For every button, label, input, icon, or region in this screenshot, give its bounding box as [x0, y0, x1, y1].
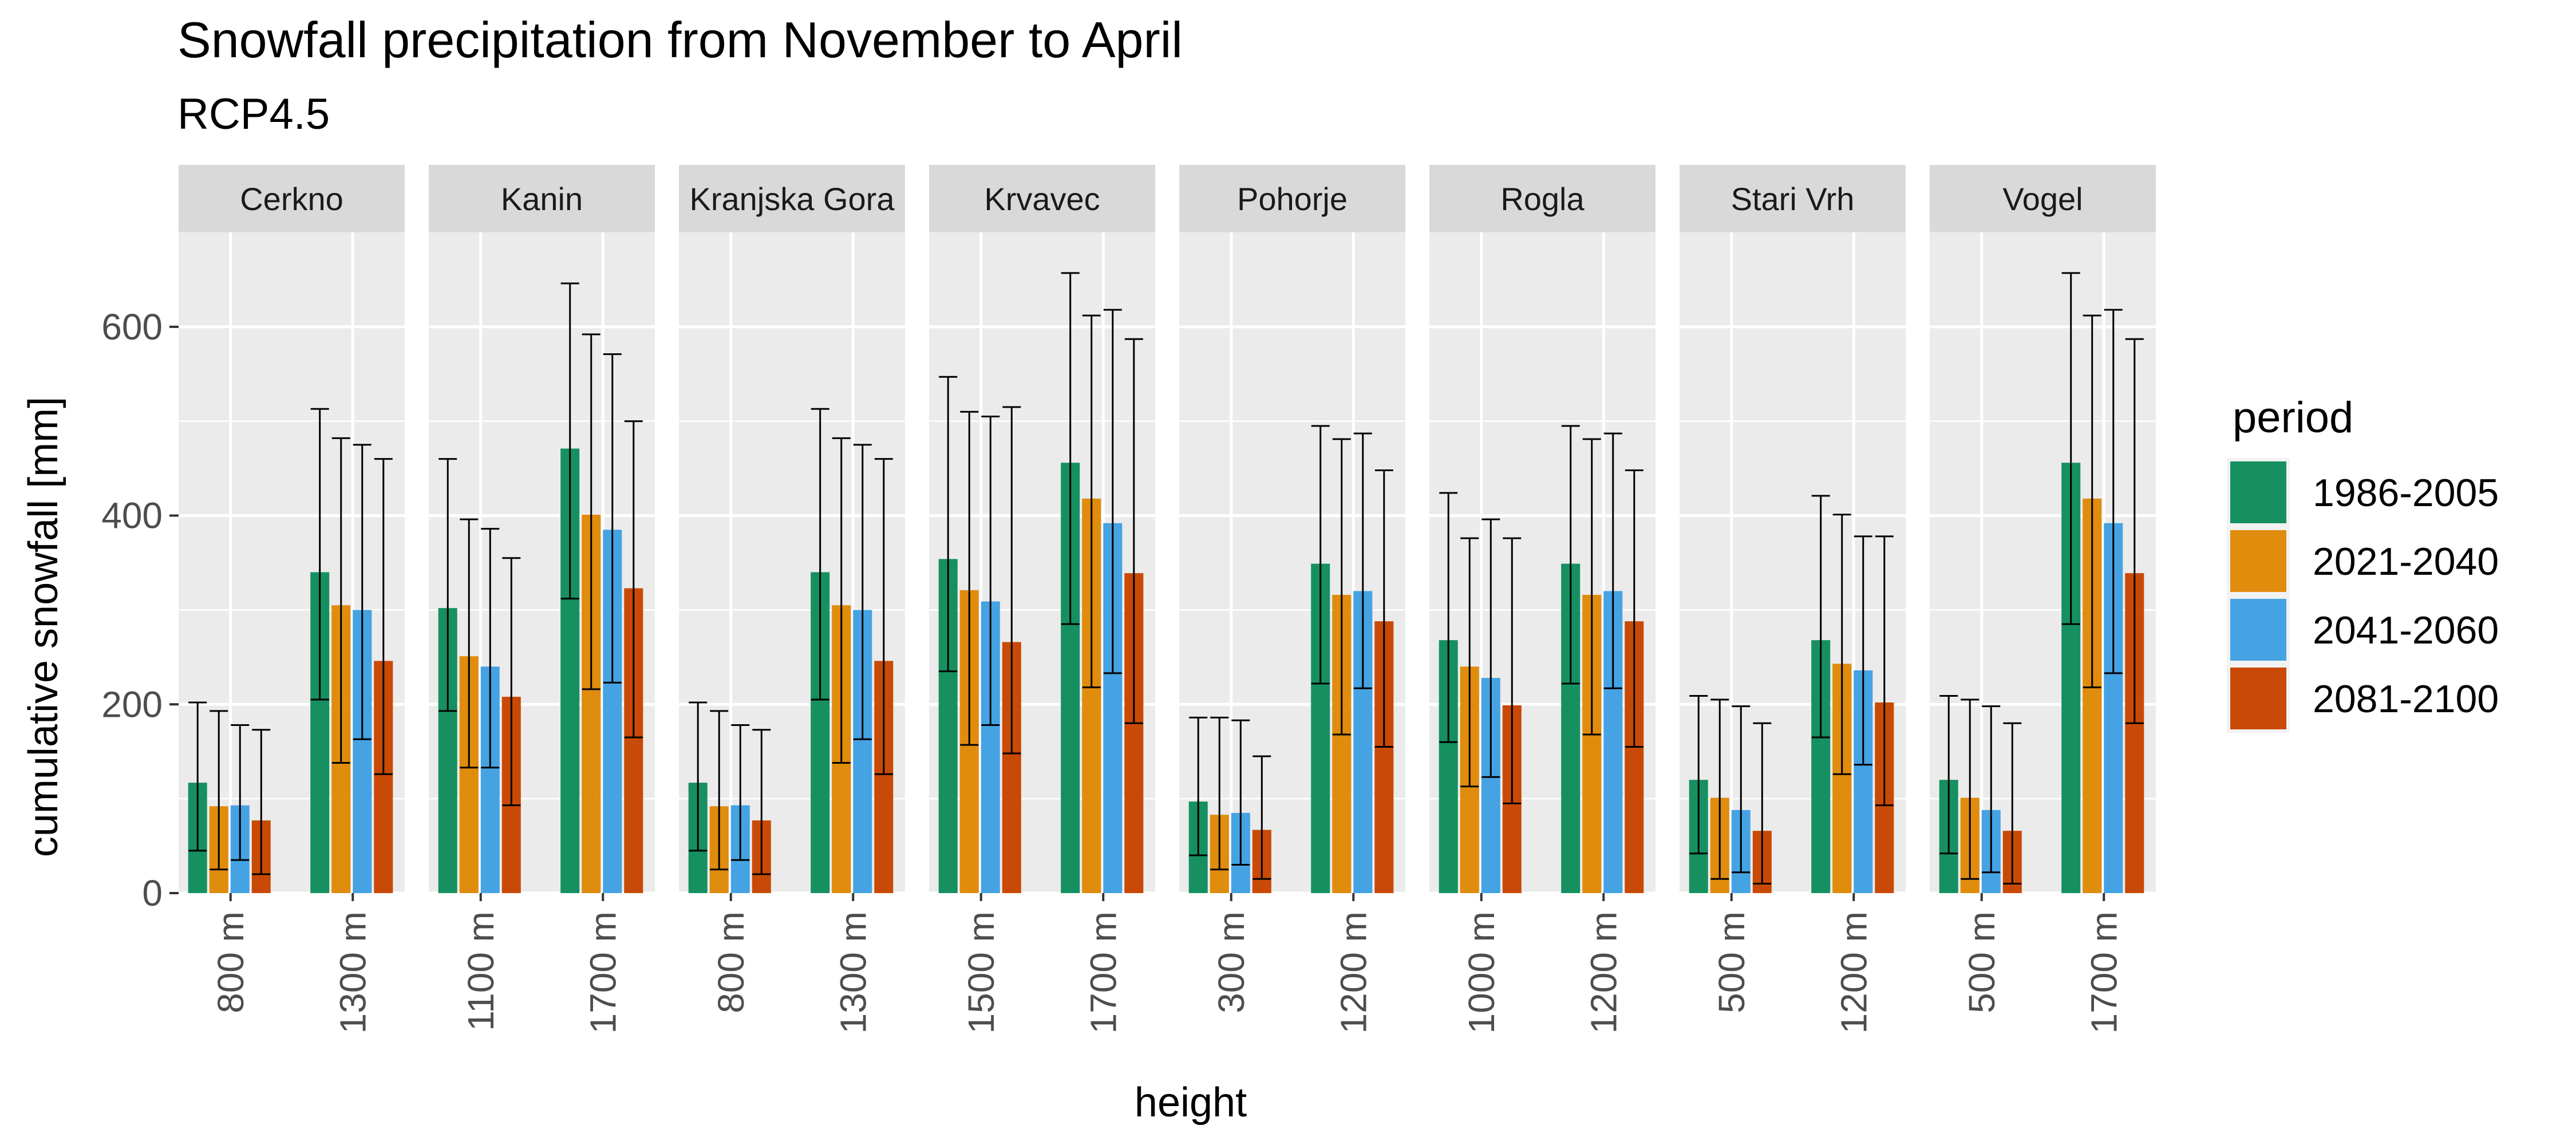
legend-label: 1986-2005 — [2313, 471, 2499, 515]
chart-title: Snowfall precipitation from November to … — [177, 11, 1183, 68]
facet-strip-label: Pohorje — [1237, 181, 1348, 217]
x-tick-label: 1700 m — [2083, 911, 2124, 1033]
legend-entry: 1986-2005 — [2227, 458, 2499, 527]
facet-strip-label: Stari Vrh — [1731, 181, 1855, 217]
x-tick-label: 500 m — [1711, 911, 1752, 1013]
facet-panel-2: Kranjska Gora 800 m 1300 m — [679, 165, 905, 1033]
x-tick-label: 1200 m — [1833, 911, 1874, 1033]
x-tick-label: 1000 m — [1461, 911, 1502, 1033]
facet-panel-7: Vogel 500 m 1700 m — [1930, 165, 2156, 1033]
x-tick-label: 300 m — [1211, 911, 1252, 1013]
x-tick-label: 1200 m — [1333, 911, 1374, 1033]
facet-strip — [929, 165, 1155, 232]
legend-label: 2041-2060 — [2313, 609, 2499, 652]
x-tick-label: 1700 m — [582, 911, 623, 1033]
facet-strip — [1179, 165, 1405, 232]
facet-strip-label: Kanin — [501, 181, 583, 217]
facet-panel-6: Stari Vrh 500 m 1200 m — [1680, 165, 1906, 1033]
facet-strip — [1930, 165, 2156, 232]
legend-key-swatch — [2230, 461, 2286, 523]
y-axis-title: cumulative snowfall [mm] — [21, 397, 66, 857]
facet-panel-5: Rogla 1000 m 1200 m — [1429, 165, 1656, 1033]
y-tick-label: 200 — [101, 684, 163, 725]
facet-strip-label: Cerkno — [240, 181, 343, 217]
facet-strip-label: Kranjska Gora — [690, 181, 895, 217]
facet-strip — [1429, 165, 1656, 232]
facet-strip — [679, 165, 905, 232]
y-tick-label: 0 — [142, 872, 163, 914]
x-axis-title: height — [1135, 1080, 1247, 1126]
legend-label: 2021-2040 — [2313, 540, 2499, 583]
y-axis: 0 200 400 600 — [101, 306, 179, 914]
facet-strip-label: Rogla — [1500, 181, 1585, 217]
x-tick-label: 1500 m — [961, 911, 1002, 1033]
facet-strip — [429, 165, 655, 232]
legend-key-swatch — [2230, 668, 2286, 729]
facet-panel-3: Krvavec 1500 m 1700 m — [929, 165, 1155, 1033]
x-tick-label: 1700 m — [1082, 911, 1124, 1033]
x-tick-label: 800 m — [710, 911, 752, 1013]
x-tick-label: 500 m — [1961, 911, 2002, 1013]
legend-key-swatch — [2230, 530, 2286, 592]
legend: period 1986-2005 2021-2040 2041-2060 2081-2… — [2227, 393, 2499, 733]
facet-panel-4: Pohorje 300 m 1200 m — [1179, 165, 1405, 1033]
legend-title: period — [2233, 393, 2353, 442]
x-tick-label: 800 m — [210, 911, 251, 1013]
legend-entry: 2021-2040 — [2227, 527, 2499, 595]
x-tick-label: 1300 m — [332, 911, 373, 1033]
x-tick-label: 1200 m — [1583, 911, 1624, 1033]
legend-key-swatch — [2230, 599, 2286, 661]
facet-strip-label: Krvavec — [984, 181, 1100, 217]
facet-panel-1: Kanin 1100 m 1700 m — [429, 165, 655, 1033]
x-tick-label: 1300 m — [832, 911, 874, 1033]
legend-entry: 2081-2100 — [2227, 664, 2499, 733]
facet-strip — [179, 165, 405, 232]
chart-subtitle: RCP4.5 — [177, 90, 330, 139]
facet-strip — [1680, 165, 1906, 232]
y-tick-label: 600 — [101, 306, 163, 348]
y-tick-label: 400 — [101, 495, 163, 536]
x-tick-label: 1100 m — [460, 911, 501, 1031]
legend-entry: 2041-2060 — [2227, 595, 2499, 664]
facet-panel-0: Cerkno 800 m 1300 m — [179, 165, 405, 1033]
legend-label: 2081-2100 — [2313, 677, 2499, 721]
facet-strip-label: Vogel — [2002, 181, 2083, 217]
facet-panels: Cerkno 800 m 1300 m Kanin 1100 m 1700 m Kranjs… — [179, 165, 2156, 1033]
